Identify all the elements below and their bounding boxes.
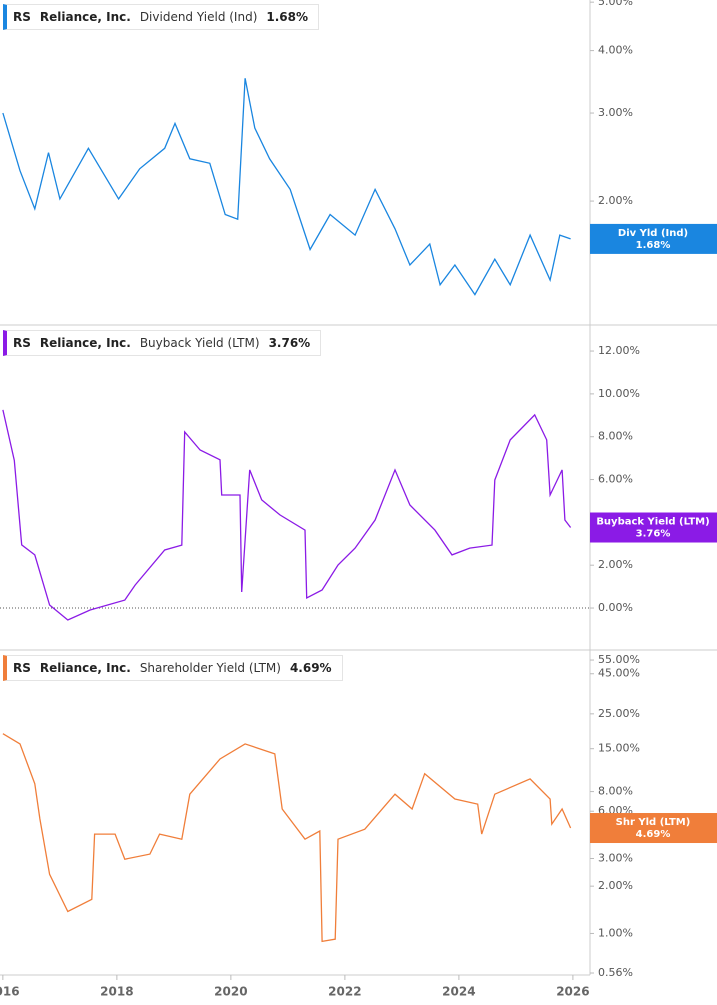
y-tick-label: 45.00% [598, 667, 640, 680]
legend-series: Shareholder Yield (LTM) [139, 661, 281, 675]
legend: RS Reliance, Inc. Dividend Yield (Ind) 1.68… [3, 4, 320, 30]
y-tick-label: 15.00% [598, 742, 640, 755]
legend-series: Dividend Yield (Ind) [139, 10, 258, 24]
legend: RS Reliance, Inc. Buyback Yield (LTM) 3.76% [3, 330, 322, 356]
company: Reliance, Inc. [39, 661, 131, 675]
ticker: RS [13, 10, 31, 24]
badge-title: Div Yld (Ind) [618, 228, 688, 239]
y-tick-label: 3.00% [598, 106, 633, 119]
badge-box [590, 223, 717, 254]
legend-value: 1.68% [266, 10, 309, 24]
value-badge: Div Yld (Ind)1.68% [590, 223, 717, 254]
x-tick-label: 2020 [214, 985, 247, 999]
series-line [2, 78, 571, 296]
x-tick-label: 2018 [100, 985, 133, 999]
x-tick-label: 2024 [442, 985, 475, 999]
legend-value: 3.76% [268, 336, 311, 350]
x-tick-label: 2022 [328, 985, 361, 999]
legend-series: Buyback Yield (LTM) [139, 336, 260, 350]
series-line [2, 409, 572, 621]
series-line [2, 733, 572, 943]
badge-title: Shr Yld (LTM) [616, 817, 691, 828]
x-tick-label: 2016 [0, 985, 20, 999]
y-tick-label: 8.00% [598, 785, 633, 798]
badge-box [590, 512, 717, 543]
company: Reliance, Inc. [39, 10, 131, 24]
y-tick-label: 8.00% [598, 430, 633, 443]
y-tick-label: 12.00% [598, 344, 640, 357]
y-tick-label: 10.00% [598, 387, 640, 400]
badge-value: 1.68% [636, 240, 671, 251]
ticker: RS [13, 661, 31, 675]
y-tick-label: 2.00% [598, 194, 633, 207]
y-tick-label: 5.00% [598, 0, 633, 8]
badge-title: Buyback Yield (LTM) [596, 517, 709, 528]
ticker: RS [13, 336, 31, 350]
value-badge: Shr Yld (LTM)4.69% [590, 813, 717, 844]
badge-value: 4.69% [636, 829, 671, 840]
value-badge: Buyback Yield (LTM)3.76% [590, 512, 717, 543]
y-tick-label: 4.00% [598, 44, 633, 57]
y-tick-label: 1.00% [598, 926, 633, 939]
x-tick-label: 2026 [556, 985, 589, 999]
y-tick-label: 25.00% [598, 707, 640, 720]
legend-value: 4.69% [289, 661, 332, 675]
y-tick-label: 2.00% [598, 558, 633, 571]
y-tick-label: 3.00% [598, 852, 633, 865]
y-tick-label: 0.56% [598, 966, 633, 979]
y-tick-label: 6.00% [598, 473, 633, 486]
y-tick-label: 55.00% [598, 653, 640, 666]
y-tick-label: 0.00% [598, 601, 633, 614]
company: Reliance, Inc. [39, 336, 131, 350]
legend: RS Reliance, Inc. Shareholder Yield (LTM) 4… [3, 655, 343, 681]
badge-value: 3.76% [636, 529, 671, 540]
y-tick-label: 2.00% [598, 879, 633, 892]
badge-box [590, 813, 717, 844]
